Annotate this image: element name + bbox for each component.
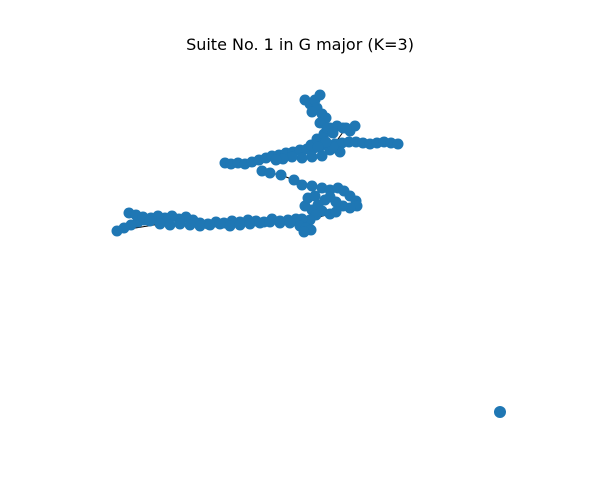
graph-node [154, 218, 166, 230]
graph-node [194, 220, 206, 232]
graph-node [254, 217, 266, 229]
graph-node [298, 226, 310, 238]
graph-node [316, 150, 328, 162]
graph-node [306, 106, 318, 118]
graph-node [234, 219, 246, 231]
graph-node [320, 136, 332, 148]
graph-node [288, 174, 300, 186]
graph-node [306, 180, 318, 192]
graph-node [309, 190, 321, 202]
graph-node [111, 225, 123, 237]
graph-node [274, 215, 286, 227]
graph-node [296, 179, 308, 191]
graph-node [184, 219, 196, 231]
graph-node [174, 218, 186, 230]
graph-node [284, 217, 296, 229]
graph-node [312, 141, 324, 153]
graph-node [327, 127, 339, 139]
graph-node [244, 218, 256, 230]
graph-node [264, 216, 276, 228]
isolated-graph-node [494, 406, 506, 418]
graph-node [349, 120, 361, 132]
graph-node [264, 167, 276, 179]
graph-node [306, 151, 318, 163]
graph-node [392, 138, 404, 150]
graph-node [275, 169, 287, 181]
graph-node [330, 206, 342, 218]
node-layer [111, 89, 506, 418]
graph-node [144, 215, 156, 227]
graph-node [340, 122, 352, 134]
graph-node [204, 219, 216, 231]
graph-node [214, 218, 226, 230]
graph-node [224, 220, 236, 232]
graph-node [296, 152, 308, 164]
graph-node [270, 154, 282, 166]
graph-title: Suite No. 1 in G major (K=3) [186, 35, 414, 54]
graph-node [314, 89, 326, 101]
graph-node [164, 219, 176, 231]
graph-node [286, 151, 298, 163]
